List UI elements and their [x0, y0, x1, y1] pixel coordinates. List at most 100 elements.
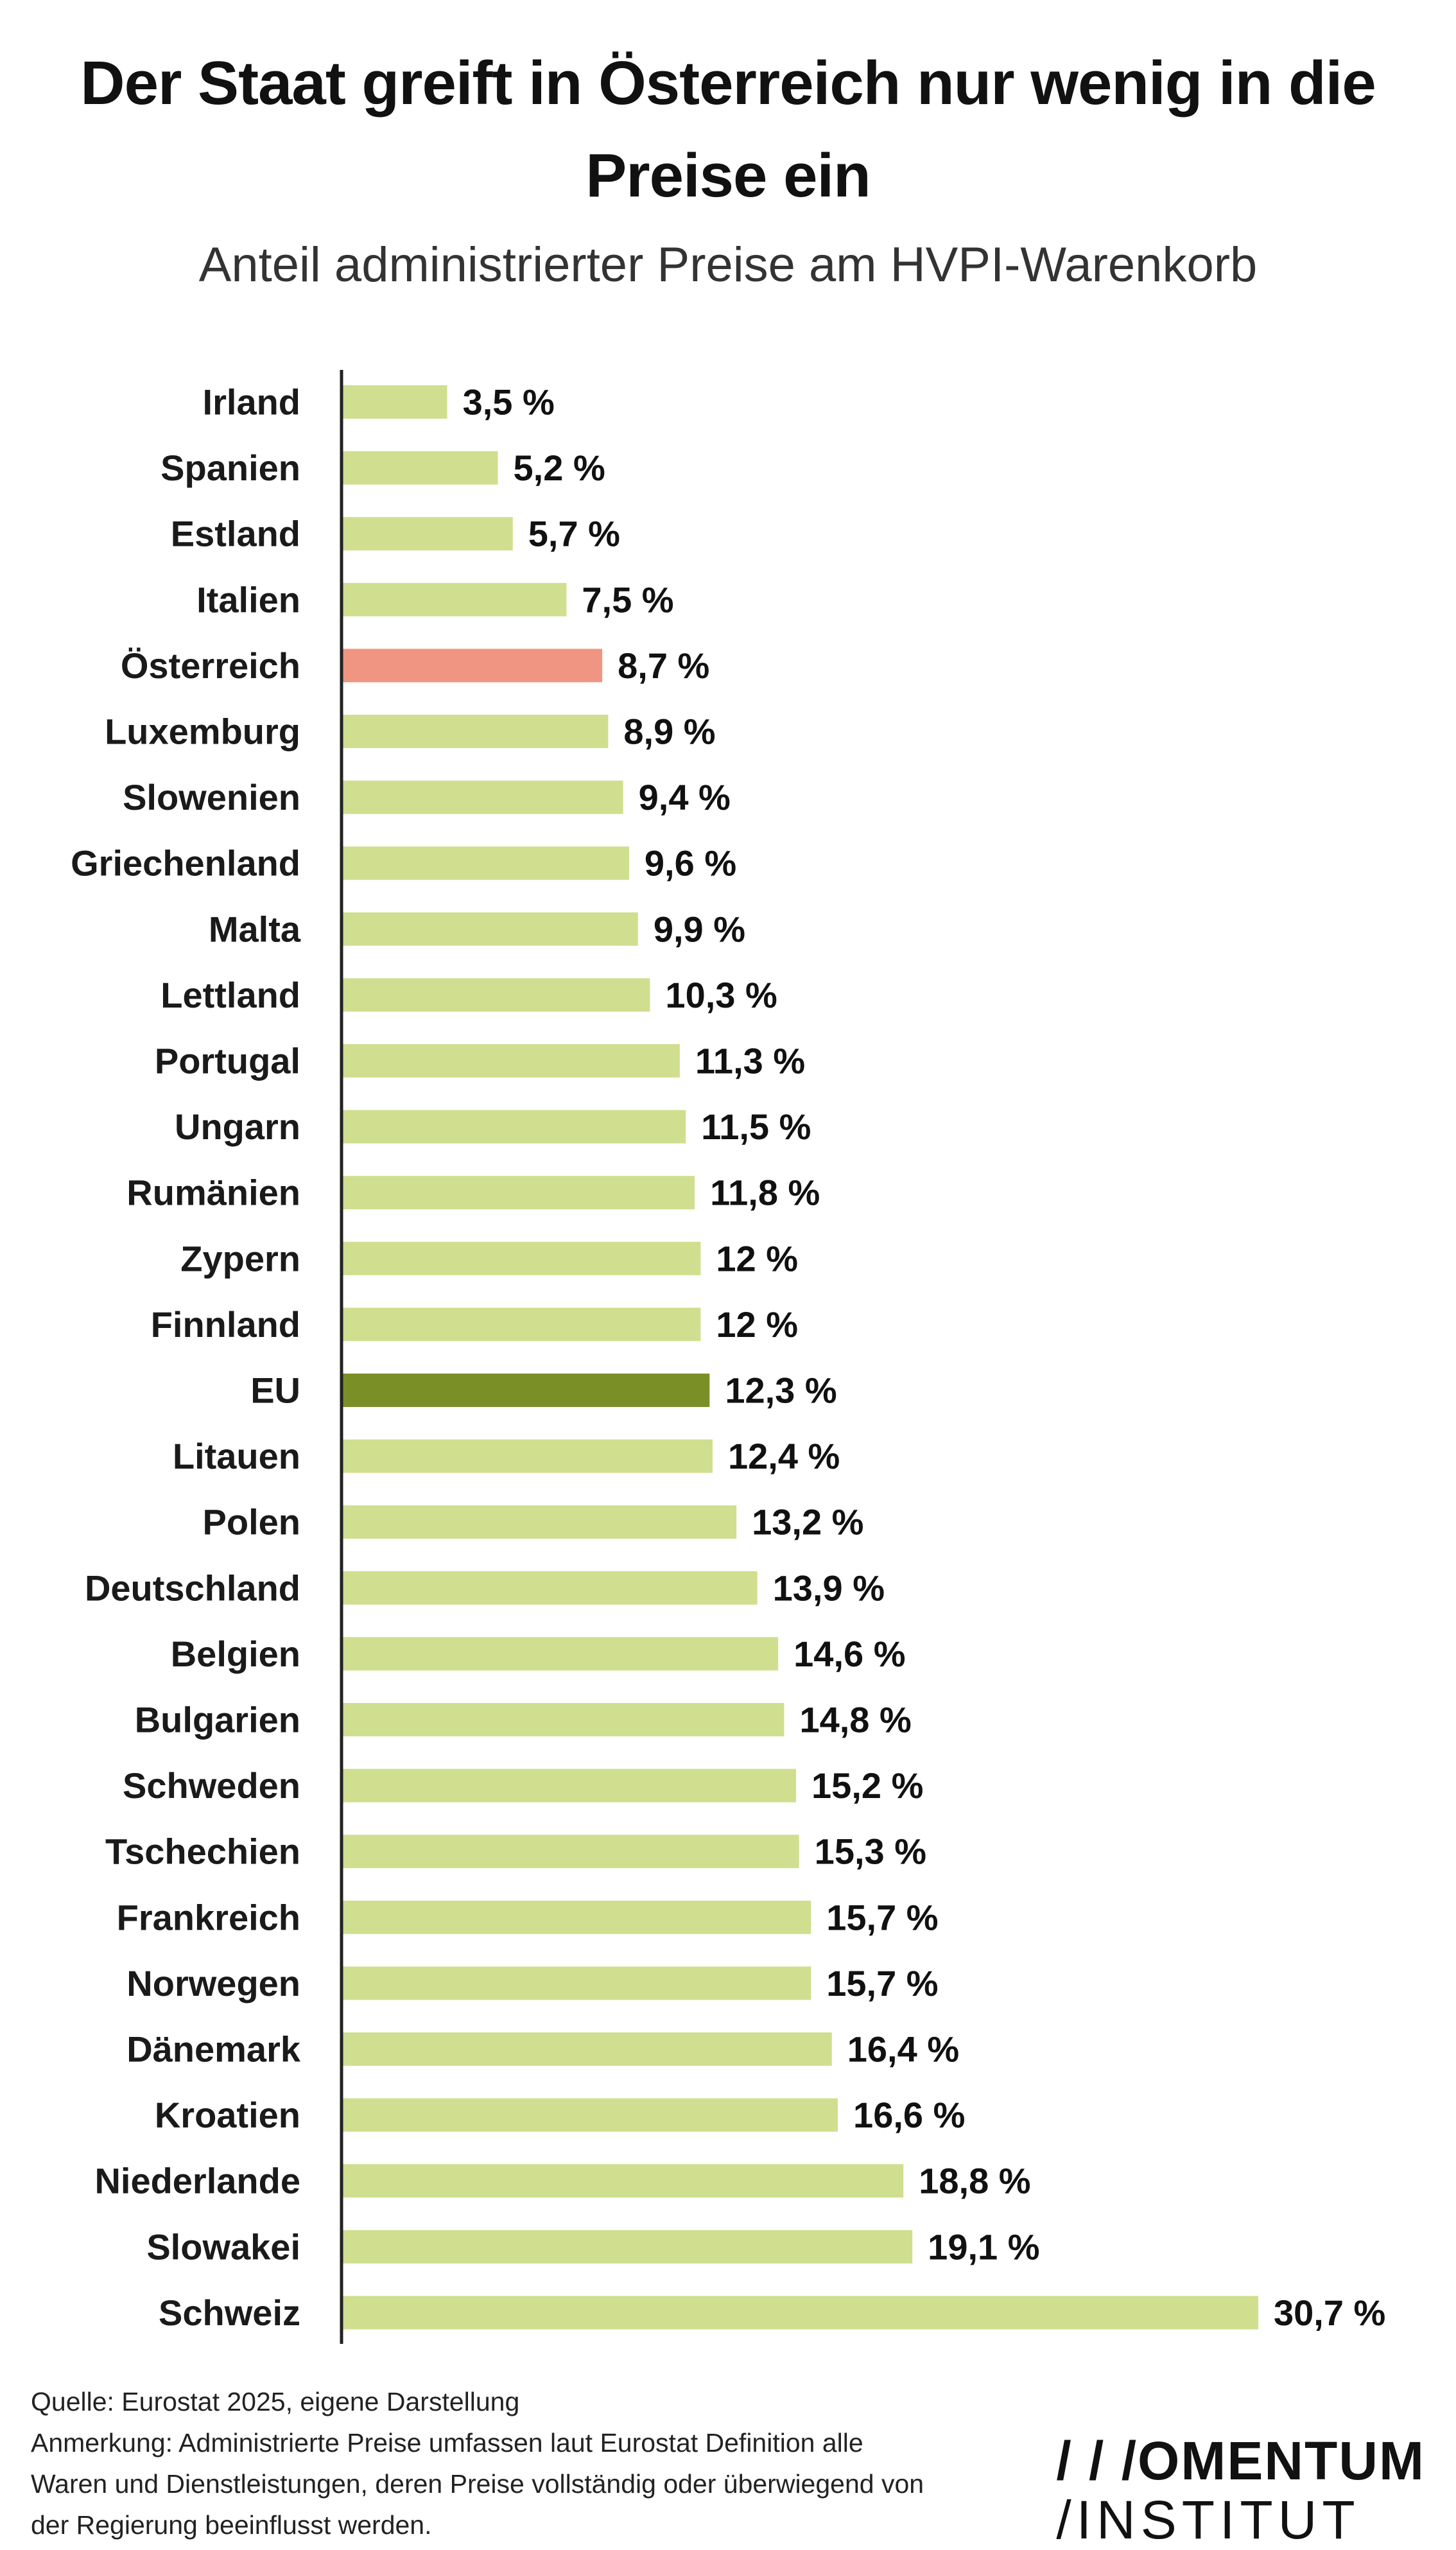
value-label: 12,4 %	[728, 1436, 840, 1476]
bar	[343, 846, 629, 880]
category-label: Griechenland	[71, 843, 300, 884]
category-label: Schweden	[123, 1765, 300, 1806]
category-label: Slowenien	[123, 777, 300, 817]
bar	[343, 649, 603, 683]
category-label: Slowakei	[146, 2226, 300, 2267]
value-label: 3,5 %	[463, 382, 555, 423]
category-label: Spanien	[160, 448, 300, 488]
title-line-2: Preise ein	[585, 141, 871, 210]
value-label: 5,2 %	[514, 448, 605, 488]
bar	[343, 582, 567, 616]
category-label: Niederlande	[94, 2161, 300, 2201]
logo-line-1: / / /OMENTUM	[1056, 2431, 1425, 2491]
bar	[343, 1703, 784, 1736]
bar	[343, 1966, 811, 2000]
note-line-3: der Regierung beeinflusst werden.	[31, 2510, 432, 2540]
value-label: 30,7 %	[1274, 2292, 1385, 2333]
category-label: Irland	[203, 382, 300, 423]
value-label: 19,1 %	[928, 2226, 1039, 2267]
note-line-1: Anmerkung: Administrierte Preise umfasse…	[31, 2428, 863, 2458]
value-label: 8,9 %	[623, 712, 715, 752]
bar	[343, 2164, 904, 2198]
source-note: Quelle: Eurostat 2025, eigene Darstellun…	[31, 2387, 520, 2416]
category-label: Schweiz	[159, 2292, 300, 2333]
category-label: Österreich	[121, 645, 300, 686]
category-label: Kroatien	[155, 2095, 300, 2135]
category-label: Estland	[171, 514, 300, 554]
value-label: 14,6 %	[793, 1634, 905, 1674]
bar	[343, 1176, 695, 1210]
category-label: Italien	[196, 579, 300, 620]
value-label: 12 %	[716, 1238, 798, 1279]
chart-subtitle: Anteil administrierter Preise am HVPI-Wa…	[198, 238, 1258, 292]
bar	[343, 1439, 713, 1473]
category-label: Frankreich	[117, 1897, 300, 1937]
value-label: 15,2 %	[811, 1765, 923, 1806]
category-label: Finnland	[151, 1304, 300, 1345]
category-label: Deutschland	[85, 1568, 300, 1608]
bar	[343, 1768, 797, 1803]
value-label: 14,8 %	[799, 1700, 911, 1740]
category-label: EU	[250, 1370, 300, 1411]
value-label: 11,3 %	[695, 1041, 805, 1081]
bar	[343, 2032, 832, 2066]
value-label: 12 %	[716, 1304, 798, 1345]
bar	[343, 1835, 799, 1869]
value-label: 11,8 %	[710, 1173, 820, 1213]
value-label: 18,8 %	[919, 2161, 1030, 2201]
bar	[343, 1571, 758, 1605]
bar	[343, 1900, 811, 1934]
category-label: Bulgarien	[135, 1700, 300, 1740]
bar	[343, 385, 447, 419]
bar	[343, 1637, 779, 1671]
bar	[343, 2230, 913, 2264]
bar	[343, 1307, 701, 1341]
value-label: 13,2 %	[752, 1502, 863, 1542]
value-label: 15,7 %	[826, 1897, 938, 1937]
bar	[343, 1241, 701, 1275]
value-label: 10,3 %	[665, 975, 777, 1015]
value-label: 13,9 %	[773, 1568, 885, 1608]
category-label: Dänemark	[126, 2029, 301, 2070]
value-label: 15,3 %	[815, 1831, 926, 1872]
category-label: Rumänien	[126, 1173, 300, 1213]
value-label: 9,9 %	[654, 909, 745, 949]
value-label: 12,3 %	[725, 1370, 836, 1411]
value-label: 16,6 %	[853, 2095, 965, 2135]
category-label: Litauen	[173, 1436, 300, 1476]
value-label: 9,4 %	[639, 777, 731, 817]
momentum-institut-logo: / / /OMENTUM /INSTITUT	[1056, 2431, 1425, 2549]
note-line-2: Waren und Dienstleistungen, deren Preise…	[31, 2469, 924, 2499]
bar	[343, 780, 623, 814]
bar	[343, 912, 638, 946]
title-line-1: Der Staat greift in Österreich nur wenig…	[80, 49, 1376, 118]
bar	[343, 517, 513, 551]
category-label: Belgien	[171, 1634, 300, 1674]
bar	[343, 1374, 710, 1407]
bar	[343, 978, 650, 1012]
value-label: 15,7 %	[826, 1963, 938, 2004]
logo-line-2: /INSTITUT	[1056, 2490, 1360, 2550]
bar	[343, 1110, 686, 1144]
category-label: Zypern	[180, 1238, 300, 1279]
chart-title: Der Staat greift in Österreich nur wenig…	[0, 37, 1456, 222]
bar	[343, 715, 609, 748]
bar	[343, 451, 498, 485]
bar	[343, 1505, 737, 1539]
category-label: Norwegen	[126, 1963, 300, 2004]
category-label: Portugal	[155, 1041, 300, 1081]
category-label: Polen	[203, 1502, 300, 1542]
bar	[343, 2098, 838, 2132]
bars-layer: Irland 3,5 % Spanien 5,2 % Estland 5,7 % Itali…	[71, 382, 1385, 2333]
footnotes: Quelle: Eurostat 2025, eigene Darstellun…	[31, 2381, 1032, 2546]
value-label: 11,5 %	[701, 1106, 811, 1147]
category-label: Malta	[209, 909, 301, 949]
bar	[343, 1044, 680, 1078]
bar-chart: Irland 3,5 % Spanien 5,2 % Estland 5,7 % Itali…	[71, 370, 1385, 2344]
value-label: 8,7 %	[618, 645, 709, 686]
category-label: Tschechien	[105, 1831, 300, 1872]
value-label: 16,4 %	[847, 2029, 959, 2070]
category-label: Luxemburg	[105, 712, 300, 752]
category-label: Ungarn	[175, 1106, 300, 1147]
value-label: 7,5 %	[582, 579, 673, 620]
